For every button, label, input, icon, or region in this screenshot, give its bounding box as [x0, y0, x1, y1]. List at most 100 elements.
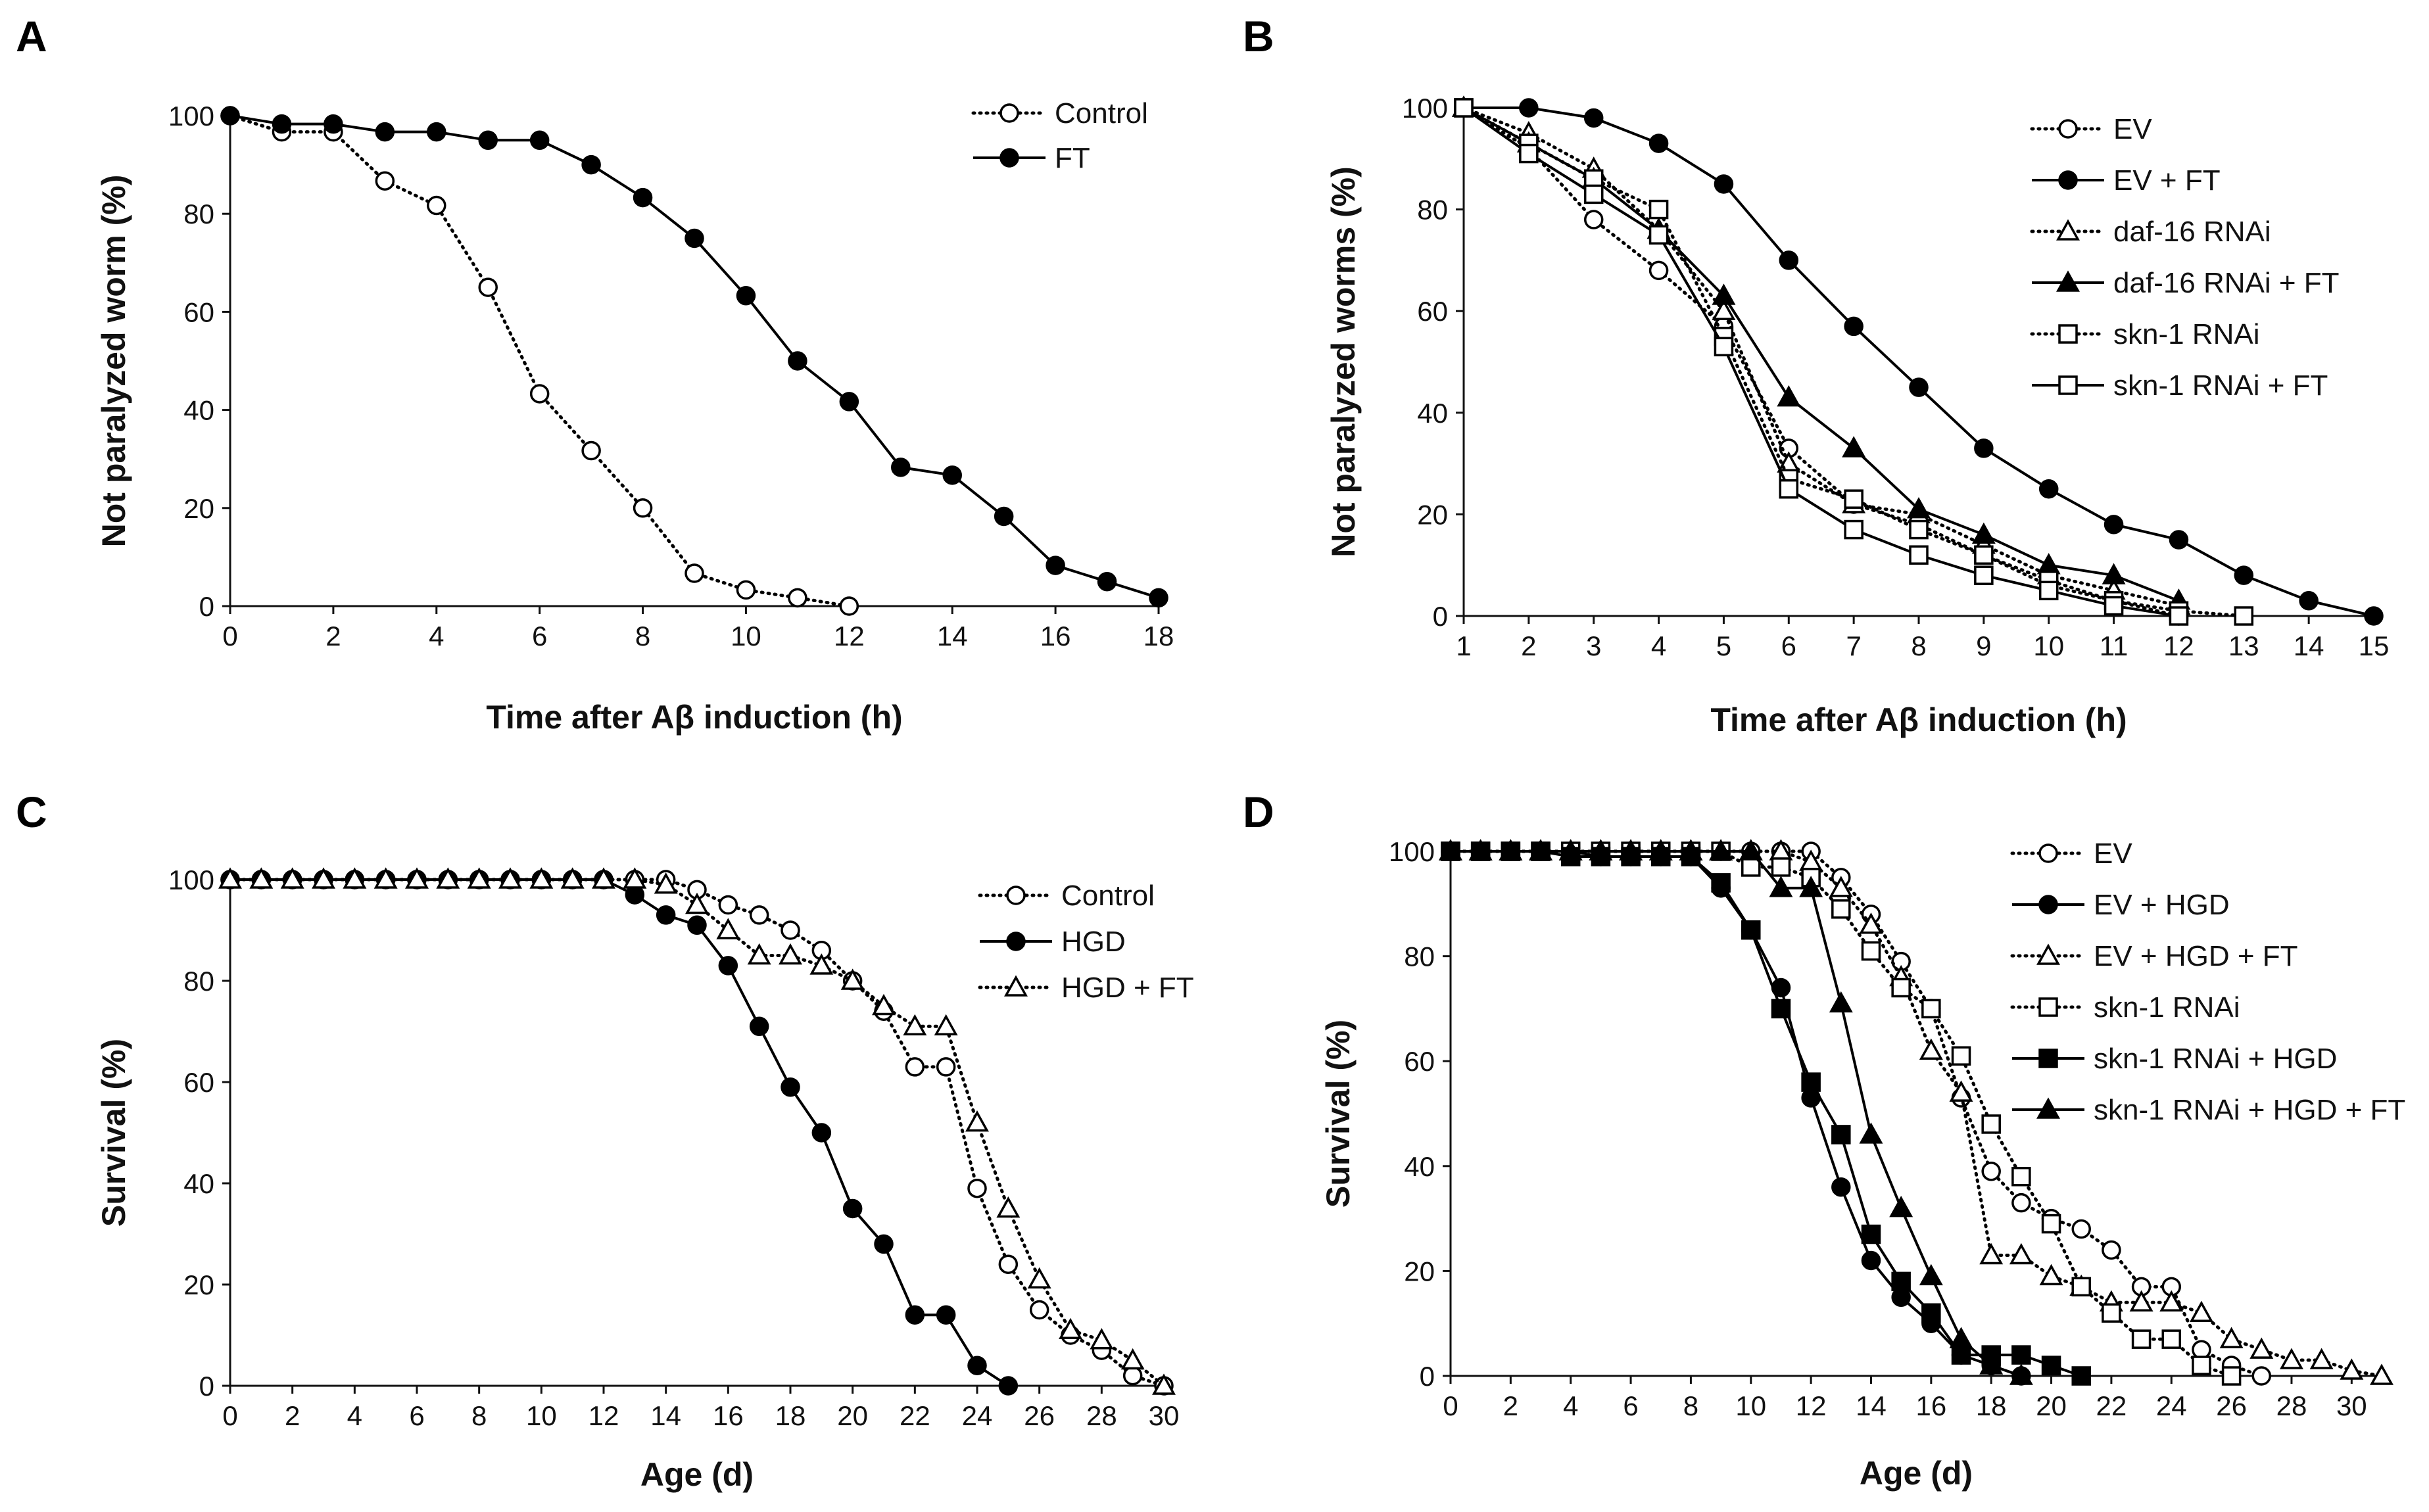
data-point: [1152, 1373, 1176, 1395]
series-line: [1451, 850, 2082, 1377]
x-tick-label: 28: [2276, 1390, 2307, 1421]
series-line: [1449, 849, 2263, 1378]
data-point: [1861, 1250, 1881, 1271]
data-point: [1861, 941, 1881, 961]
data-point: [1558, 839, 1583, 861]
y-tick-label: 20: [1404, 1256, 1435, 1287]
x-tick-label: 8: [1683, 1390, 1698, 1421]
data-point: [1907, 497, 1931, 519]
legend-entry-ev-ft: EV + FT: [2032, 164, 2221, 197]
y-tick-label: 0: [199, 1371, 214, 1402]
data-point: [1711, 873, 1731, 893]
x-tick-label: 8: [635, 621, 650, 651]
legend-entry-ev-hgd: EV + HGD: [2012, 889, 2230, 921]
y-tick-label: 80: [183, 966, 214, 997]
data-point: [2251, 1366, 2272, 1386]
legend-label: EV + HGD + FT: [2094, 940, 2298, 972]
legend-label: skn-1 RNAi + HGD + FT: [2094, 1094, 2405, 1126]
data-point: [905, 1057, 925, 1077]
data-point: [654, 872, 678, 894]
data-point: [623, 867, 647, 889]
data-point: [1949, 1080, 1973, 1102]
data-point: [592, 867, 615, 889]
x-tick-label: 4: [1563, 1390, 1578, 1421]
data-point: [1909, 377, 1929, 397]
legend-entry-hgd-ft: HGD + FT: [978, 972, 1194, 1004]
y-tick-label: 0: [199, 591, 214, 622]
data-point: [280, 867, 304, 889]
data-point: [936, 1305, 956, 1325]
legend-marker: [2058, 324, 2078, 344]
data-point: [1979, 1242, 2004, 1265]
data-point: [2036, 553, 2061, 575]
legend-entry-control: Control: [978, 880, 1155, 912]
data-point: [996, 1196, 1021, 1218]
data-point: [685, 228, 704, 248]
data-point: [2221, 1366, 2242, 1386]
data-point: [1712, 283, 1736, 305]
legend-marker: [2038, 843, 2058, 863]
data-point: [781, 920, 800, 940]
data-point: [427, 122, 446, 142]
data-point: [998, 1376, 1019, 1396]
legend-entry-daf-16-rnai-ft: daf-16 RNAi + FT: [2032, 267, 2340, 299]
x-tick-label: 13: [2228, 630, 2259, 661]
data-point: [1097, 571, 1117, 592]
y-tick-label: 40: [1404, 1151, 1435, 1182]
legend-marker: [2036, 943, 2060, 965]
data-point: [1981, 1162, 2001, 1181]
data-point: [736, 286, 756, 306]
data-point: [2102, 1240, 2121, 1260]
data-point: [272, 114, 292, 134]
x-tick-label: 2: [1503, 1390, 1518, 1421]
y-tick-label: 80: [1404, 941, 1435, 972]
data-point: [1122, 1365, 1143, 1386]
data-point: [1583, 210, 1604, 229]
data-point: [1921, 1303, 1941, 1323]
data-point: [1648, 225, 1669, 245]
legend-label: EV + FT: [2113, 164, 2221, 197]
data-point: [1859, 912, 1883, 934]
x-tick-label: 9: [1976, 630, 1991, 661]
data-point: [2041, 1356, 2061, 1375]
x-tick-label: 12: [2163, 630, 2194, 661]
x-tick-label: 4: [1651, 630, 1666, 661]
data-point: [2234, 606, 2254, 626]
x-tick-label: 10: [1735, 1390, 1766, 1421]
data-point: [2192, 1340, 2211, 1359]
chart-panel-a: A 0 20 40 60 80 100 0 2 4 6 8 10 12 14 16 18 Time after A…: [16, 12, 1174, 736]
data-point: [2129, 1290, 2153, 1312]
x-axis-label: Age (d): [1860, 1455, 1973, 1492]
data-point: [891, 458, 911, 477]
data-point: [375, 171, 395, 191]
data-point: [2102, 563, 2126, 584]
series-hgd-ft: [218, 867, 1176, 1395]
data-point: [2102, 1303, 2121, 1323]
x-axis-label: Time after Aβ induction (h): [1710, 701, 2127, 738]
data-point: [2309, 1348, 2334, 1369]
data-point: [1583, 184, 1604, 204]
x-tick-label: 12: [589, 1400, 619, 1431]
data-point: [529, 130, 550, 151]
data-point: [2249, 1337, 2274, 1359]
x-tick-label: 30: [2336, 1390, 2367, 1421]
data-point: [375, 122, 395, 142]
legend-entry-skn-1-rnai-hgd-ft: skn-1 RNAi + HGD + FT: [2012, 1094, 2405, 1126]
data-point: [2189, 1300, 2213, 1322]
x-tick-label: 18: [1976, 1390, 2007, 1421]
data-point: [736, 580, 756, 600]
x-tick-label: 14: [1856, 1390, 1887, 1421]
legend-marker: [2056, 219, 2080, 241]
series-ev: [1454, 98, 2189, 626]
data-point: [1046, 555, 1065, 575]
legend-entry-skn-1-rnai-ft: skn-1 RNAi + FT: [2032, 369, 2328, 402]
x-tick-label: 0: [222, 1400, 237, 1431]
data-point: [373, 867, 398, 889]
data-point: [1891, 1271, 1911, 1292]
data-point: [1519, 98, 1539, 118]
data-point: [1889, 1196, 1913, 1217]
legend-entry-skn-1-rnai: skn-1 RNAi: [2030, 318, 2260, 350]
data-point: [249, 867, 274, 889]
